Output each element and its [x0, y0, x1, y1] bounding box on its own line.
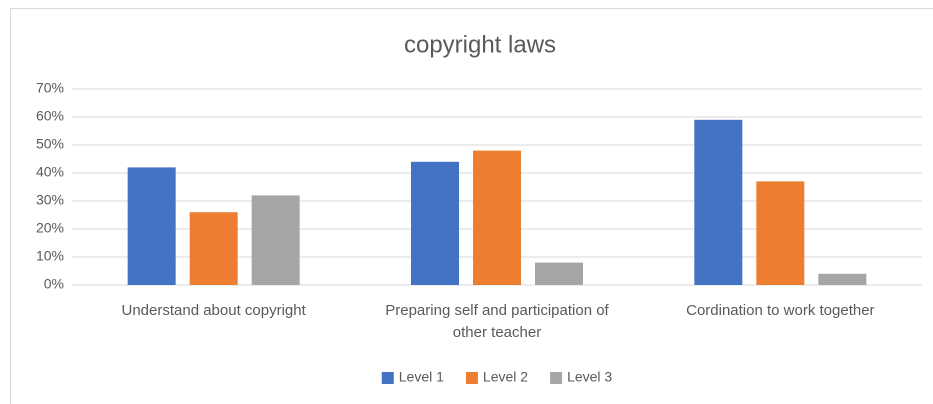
legend-swatch	[381, 372, 394, 384]
bar	[473, 150, 521, 285]
y-tick-label: 10%	[36, 248, 64, 264]
legend-label: Level 1	[399, 369, 444, 385]
bar	[127, 167, 176, 285]
bar	[251, 195, 300, 285]
x-tick-label: Preparing self and participation of othe…	[385, 302, 609, 341]
legend-label: Level 3	[567, 369, 612, 385]
y-tick-label: 60%	[36, 108, 64, 124]
y-tick-label: 40%	[36, 164, 64, 180]
y-tick-label: 70%	[36, 80, 64, 96]
y-tick-label: 50%	[36, 136, 64, 152]
y-tick-label: 30%	[36, 192, 64, 208]
y-tick-label: 20%	[36, 220, 64, 236]
legend-swatch	[465, 372, 478, 384]
bar	[694, 119, 743, 285]
legend-swatch	[550, 372, 563, 384]
y-tick-label: 0%	[44, 276, 64, 292]
bar	[818, 273, 867, 285]
chart-title: copyright laws	[404, 31, 556, 58]
bar	[411, 161, 459, 285]
bar	[189, 212, 238, 285]
bar	[756, 181, 805, 285]
x-tick-label: Cordination to work together	[686, 302, 875, 319]
legend-label: Level 2	[483, 369, 528, 385]
bar	[535, 262, 583, 285]
x-tick-label: Understand about copyright	[121, 302, 306, 319]
chart-border	[10, 8, 933, 404]
